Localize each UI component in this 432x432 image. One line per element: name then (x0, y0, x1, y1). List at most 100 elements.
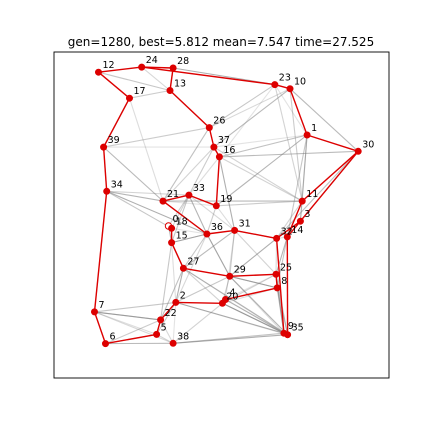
city-label-1: 1 (311, 123, 317, 134)
city-label-12: 12 (103, 60, 115, 71)
city-label-14: 14 (291, 225, 303, 236)
route-segment (183, 267, 230, 277)
city-node-19 (212, 202, 220, 210)
city-node-20 (218, 299, 226, 307)
city-node-22 (157, 316, 165, 324)
route-segment (98, 66, 142, 73)
route-segment (175, 301, 223, 304)
city-node-15 (168, 239, 176, 247)
route-segment (188, 194, 217, 207)
pheromone-edge (234, 230, 277, 275)
city-node-28 (169, 64, 177, 72)
pheromone-edge (188, 194, 208, 235)
city-label-8: 8 (281, 276, 287, 287)
pheromone-edge (156, 302, 177, 335)
city-label-20: 20 (226, 291, 238, 302)
city-node-16 (215, 153, 223, 161)
city-label-3: 3 (304, 209, 310, 220)
city-label-2: 2 (180, 290, 186, 301)
city-label-36: 36 (211, 222, 223, 233)
city-node-36 (203, 230, 211, 238)
route-segment (276, 220, 301, 239)
pheromone-edge (94, 311, 157, 335)
city-node-2 (172, 298, 180, 306)
pheromone-edge (229, 275, 278, 289)
pheromone-edge (183, 229, 235, 269)
pheromone-edge (105, 319, 161, 345)
city-label-18: 18 (176, 216, 188, 227)
city-node-5 (153, 330, 161, 338)
city-label-4: 4 (230, 288, 236, 299)
city-label-35: 35 (292, 323, 304, 334)
route-segment (170, 242, 185, 269)
city-node-23 (271, 81, 279, 89)
city-node-24 (138, 63, 146, 71)
pheromone-edge (215, 134, 308, 207)
route-segment (225, 287, 278, 301)
pheromone-edge (188, 146, 215, 196)
city-label-24: 24 (146, 55, 158, 66)
pheromone-edge (276, 150, 359, 239)
pheromone-edge (172, 302, 223, 344)
pheromone-edge (225, 299, 288, 336)
pheromone-edge (225, 273, 277, 300)
pheromone-edge (276, 236, 288, 289)
city-node-12 (95, 68, 103, 76)
pheromone-edge (216, 200, 303, 207)
route-segment (215, 156, 221, 206)
pheromone-edge (213, 146, 303, 202)
pheromone-edge (160, 242, 173, 320)
city-label-15: 15 (176, 231, 188, 242)
pheromone-edge (183, 267, 288, 336)
city-labels: 0123456789101112131415161718192021222324… (99, 55, 375, 343)
pheromone-edge (106, 190, 189, 196)
pheromone-edge (188, 194, 235, 231)
city-label-37: 37 (218, 135, 230, 146)
pheromone-edge (206, 233, 231, 277)
city-label-33: 33 (193, 183, 205, 194)
pheromone-edge (175, 268, 184, 303)
city-label-10: 10 (294, 77, 306, 88)
pheromone-edge (224, 230, 236, 300)
city-node-37 (210, 143, 218, 151)
city-label-21: 21 (167, 189, 179, 200)
pheromone-edge (171, 194, 190, 229)
pheromone-edge (299, 134, 308, 222)
city-label-27: 27 (187, 256, 199, 267)
pheromone-edge (286, 134, 308, 238)
route-segment (229, 273, 277, 277)
pheromone-edge (182, 233, 208, 269)
pheromone-edges (93, 66, 359, 345)
pheromone-edge (162, 127, 210, 202)
route-segment (275, 238, 285, 334)
city-node-39 (100, 143, 108, 151)
route-segment (160, 301, 177, 321)
pheromone-edge (106, 190, 172, 229)
route-segment (234, 229, 277, 240)
pheromone-edge (103, 146, 164, 202)
city-label-31: 31 (239, 218, 251, 229)
route-segment (105, 333, 157, 345)
city-node-10 (286, 85, 294, 93)
route-segment (98, 71, 130, 99)
pheromone-edge (206, 233, 231, 277)
pheromone-edge (229, 230, 236, 277)
pheromone-edge (215, 205, 236, 231)
city-label-5: 5 (161, 322, 167, 333)
pheromone-edge (171, 233, 208, 244)
pheromone-edge (206, 205, 217, 235)
pheromone-edge (172, 302, 177, 344)
city-label-28: 28 (177, 56, 189, 67)
city-label-19: 19 (220, 194, 232, 205)
city-label-23: 23 (279, 73, 291, 84)
pheromone-edge (103, 127, 210, 148)
pheromone-edge (219, 150, 359, 158)
city-label-30: 30 (362, 139, 374, 150)
pheromone-edge (274, 84, 303, 202)
pheromone-edge (129, 89, 171, 99)
pheromone-edge (162, 146, 215, 202)
route-segment (162, 194, 190, 202)
route-segment (206, 229, 235, 235)
